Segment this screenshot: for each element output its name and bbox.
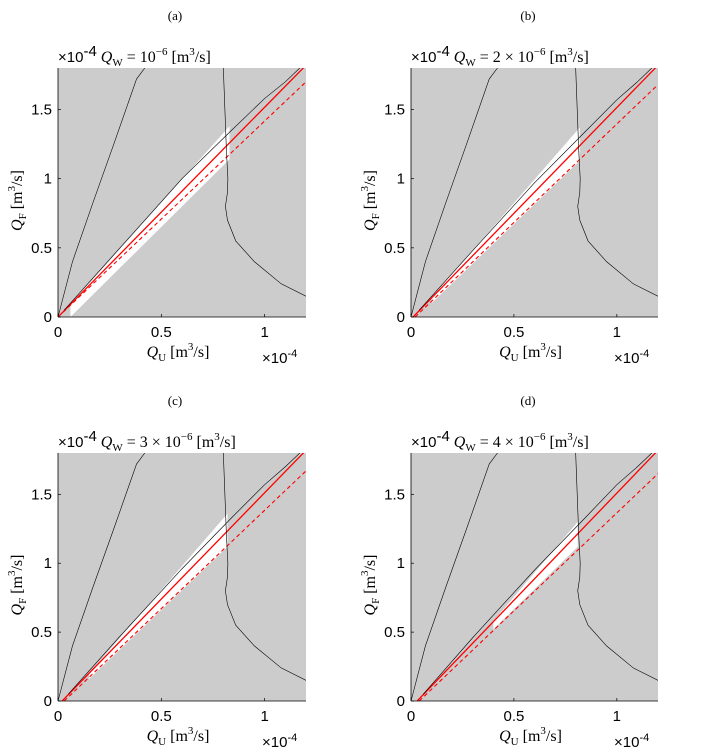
chart-panel-c: (c) 0 0.5 1 0 0.5 1 1.5 ×10-4 QW = 3 × 10−6 [m3/…: [6, 393, 306, 751]
x-tick-label: 0.5: [151, 324, 172, 341]
chart-title: ×10-4 QW = 10−6 [m3/s]: [58, 43, 211, 69]
solid-boundary-line: [412, 68, 657, 317]
y-tick-label: 0: [44, 309, 52, 326]
x-exponent-label: ×10-4: [614, 732, 649, 751]
y-tick-label: 1: [44, 555, 52, 572]
panel-label: (a): [168, 8, 182, 23]
constraint-curve-3: [575, 68, 658, 297]
chart-title: ×10-4 QW = 2 × 10−6 [m3/s]: [411, 43, 589, 69]
x-tick-label: 0.5: [151, 708, 172, 725]
chart-panel-b: (b) 0 0.5 1 0 0.5 1 1.5 ×10-4 QW = 2 × 10−6 [m3/…: [359, 8, 658, 367]
y-axis-label: QF [m3/s]: [6, 170, 29, 231]
dashed-boundary-line: [414, 84, 658, 317]
x-tick-label: 0: [407, 708, 415, 725]
constraint-curve-4: [68, 453, 301, 695]
panel-label: (b): [520, 8, 535, 23]
constraint-curve-3: [575, 453, 658, 681]
x-exponent-label: ×10-4: [262, 732, 297, 751]
x-axis-label: QU [m3/s]: [499, 341, 562, 364]
y-tick-label: 0.5: [31, 240, 52, 257]
constraint-curve-4: [419, 68, 653, 311]
y-tick-label: 1: [397, 555, 405, 572]
feasible-region: [70, 126, 230, 317]
x-exponent-label: ×10-4: [614, 348, 649, 367]
constraint-curve-4: [63, 68, 301, 311]
chart-panel-a: (a) 0 0.5 1 0 0.5 1 1.5 ×10-4 QW = 10−6 [m3/s] QU…: [6, 8, 306, 367]
constraint-curve-2: [411, 453, 498, 701]
panel-label: (d): [520, 393, 535, 408]
x-tick-label: 1: [260, 708, 268, 725]
y-tick-label: 0: [397, 309, 405, 326]
solid-boundary-line: [416, 453, 657, 701]
x-tick-label: 0.5: [503, 708, 524, 725]
dashed-boundary-line: [418, 473, 658, 701]
dashed-boundary-line: [58, 81, 306, 317]
x-tick-label: 0: [54, 324, 62, 341]
x-tick-label: 1: [613, 324, 621, 341]
chart-title: ×10-4 QW = 3 × 10−6 [m3/s]: [58, 428, 236, 454]
chart-panel-d: (d) 0 0.5 1 0 0.5 1 1.5 ×10-4 QW = 4 × 10−6 [m3/…: [359, 393, 658, 751]
x-axis-label: QU [m3/s]: [147, 725, 210, 748]
y-axis-label: QF [m3/s]: [6, 555, 29, 616]
x-exponent-label: ×10-4: [262, 348, 297, 367]
x-tick-label: 0.5: [503, 324, 524, 341]
constraint-curve-2: [411, 68, 498, 317]
constraint-curve-2: [58, 68, 146, 317]
x-tick-label: 1: [260, 324, 268, 341]
constraint-curve-3: [223, 453, 306, 681]
y-tick-label: 0.5: [31, 624, 52, 641]
panel-label: (c): [168, 393, 182, 408]
x-tick-label: 0: [54, 708, 62, 725]
y-axis-label: QF [m3/s]: [359, 555, 382, 616]
x-tick-label: 0: [407, 324, 415, 341]
constraint-curve-4: [423, 453, 653, 695]
x-axis-label: QU [m3/s]: [499, 725, 562, 748]
y-axis-label: QF [m3/s]: [359, 170, 382, 231]
constraint-curve-2: [58, 453, 146, 701]
y-tick-label: 1: [397, 171, 405, 188]
y-tick-label: 1.5: [31, 486, 52, 503]
y-tick-label: 0.5: [384, 624, 405, 641]
solid-boundary-line: [58, 68, 305, 317]
x-tick-label: 1: [613, 708, 621, 725]
y-tick-label: 1.5: [384, 102, 405, 119]
y-tick-label: 0: [397, 693, 405, 710]
feasible-region: [493, 521, 578, 630]
y-tick-label: 0: [44, 693, 52, 710]
y-tick-label: 1.5: [384, 486, 405, 503]
y-tick-label: 0.5: [384, 240, 405, 257]
x-axis-label: QU [m3/s]: [147, 341, 210, 364]
y-tick-label: 1: [44, 171, 52, 188]
chart-title: ×10-4 QW = 4 × 10−6 [m3/s]: [411, 428, 589, 454]
solid-boundary-line: [61, 453, 305, 701]
constraint-curve-3: [223, 68, 306, 297]
y-tick-label: 1.5: [31, 102, 52, 119]
